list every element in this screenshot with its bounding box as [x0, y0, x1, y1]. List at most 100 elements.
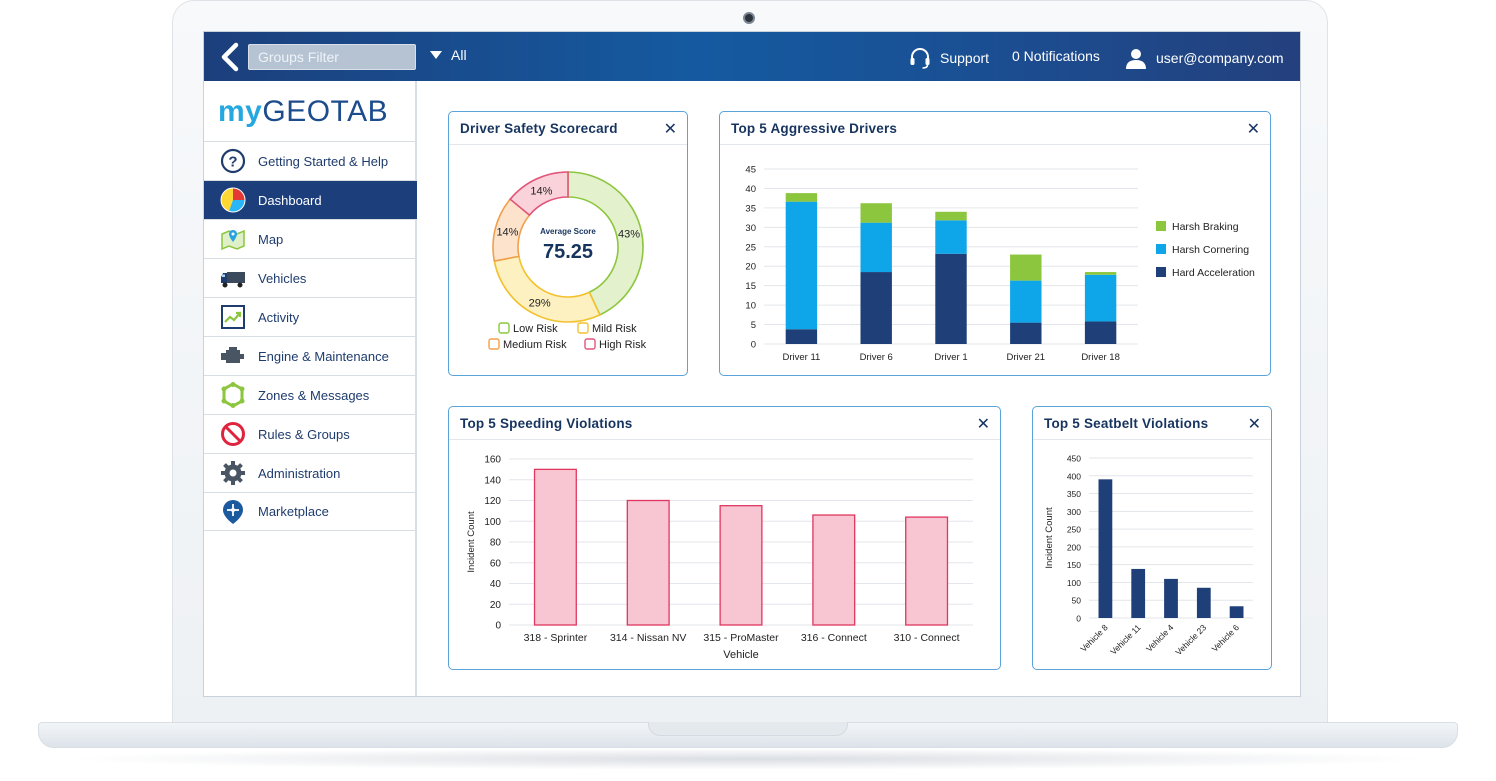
legend-label: Medium Risk: [503, 339, 567, 351]
sidebar-item-getting-started[interactable]: ? Getting Started & Help: [204, 141, 417, 180]
y-tick-label: 20: [490, 600, 502, 611]
legend-swatch: [1156, 221, 1166, 231]
chevron-left-icon: [221, 42, 239, 72]
x-tick-label: Driver 6: [860, 352, 893, 363]
y-tick-label: 80: [490, 538, 502, 549]
sidebar-item-map[interactable]: Map: [204, 219, 417, 258]
sidebar: myGEOTAB ? Getting Started & Help Dashbo…: [204, 81, 417, 696]
scorecard-donut-chart: 43% 29% 14% 14% Average Score 75.25 Low Risk Mi…: [488, 171, 647, 351]
y-tick-label: 350: [1067, 489, 1081, 499]
legend-swatch: [1156, 267, 1166, 277]
bar: [905, 516, 949, 626]
y-tick-label: 60: [490, 558, 502, 569]
close-icon[interactable]: ✕: [1246, 121, 1260, 138]
legend-label: Hard Acceleration: [1172, 267, 1255, 279]
x-tick-label: 316 - Connect: [801, 632, 867, 644]
y-tick-label: 20: [745, 262, 756, 273]
legend-swatch: [488, 338, 500, 350]
y-tick-label: 100: [1067, 578, 1081, 588]
sidebar-item-label: Vehicles: [258, 270, 307, 286]
x-tick-label: 315 - ProMaster: [703, 632, 779, 644]
x-tick-label: Vehicle 8: [1078, 622, 1110, 654]
marketplace-icon: [220, 499, 246, 525]
close-icon[interactable]: ✕: [663, 121, 677, 138]
close-icon[interactable]: ✕: [976, 416, 990, 433]
y-tick-label: 0: [751, 340, 756, 351]
groups-filter-input[interactable]: [248, 44, 416, 70]
y-tick-label: 25: [745, 242, 756, 253]
speeding-violations-card: Top 5 Speeding Violations ✕ 0 20 40 60 80 100…: [448, 406, 1001, 670]
close-icon[interactable]: ✕: [1247, 416, 1261, 433]
webcam-icon: [743, 12, 755, 24]
map-icon: [220, 226, 246, 252]
back-button[interactable]: [218, 42, 242, 72]
headset-icon: [910, 48, 930, 69]
sidebar-item-engine-maintenance[interactable]: Engine & Maintenance: [204, 336, 417, 375]
sidebar-item-administration[interactable]: Administration: [204, 453, 417, 492]
support-link[interactable]: Support: [908, 46, 989, 70]
legend-label: Low Risk: [513, 323, 558, 335]
legend-label: Harsh Braking: [1172, 221, 1239, 233]
pie-chart-icon: [220, 187, 246, 213]
y-tick-label: 15: [745, 281, 756, 292]
sidebar-item-marketplace[interactable]: Marketplace: [204, 492, 417, 531]
legend-label: Harsh Cornering: [1172, 244, 1249, 256]
user-menu[interactable]: user@company.com: [1124, 46, 1284, 70]
bar: [1131, 568, 1146, 618]
sidebar-item-label: Map: [258, 231, 284, 247]
sidebar-item-rules-groups[interactable]: Rules & Groups: [204, 414, 417, 453]
card-divider: [449, 144, 687, 145]
y-tick-label: 150: [1067, 560, 1081, 570]
sidebar-item-label: Dashboard: [258, 192, 322, 208]
y-axis-label: Incident Count: [466, 511, 477, 573]
donut-center-label: Average Score: [540, 227, 596, 236]
sidebar-item-activity[interactable]: Activity: [204, 297, 417, 336]
mygeotab-logo[interactable]: myGEOTAB: [218, 95, 389, 128]
sidebar-item-vehicles[interactable]: Vehicles: [204, 258, 417, 297]
x-tick-label: Driver 18: [1081, 352, 1120, 363]
truck-icon: [220, 265, 246, 291]
bar-segment: [1010, 280, 1042, 323]
sidebar-item-dashboard[interactable]: Dashboard: [204, 180, 417, 219]
legend-swatch: [577, 322, 589, 334]
sidebar-item-label: Activity: [258, 309, 300, 325]
y-tick-label: 450: [1067, 454, 1081, 464]
svg-text:?: ?: [228, 154, 237, 171]
bar: [719, 505, 763, 626]
user-icon: [1126, 49, 1146, 69]
legend-label: Mild Risk: [592, 323, 637, 335]
group-select-dropdown[interactable]: All: [430, 47, 467, 63]
y-tick-label: 400: [1067, 471, 1081, 481]
legend-swatch: [498, 322, 510, 334]
engine-icon: [220, 343, 246, 369]
bar-segment: [860, 222, 892, 273]
bar-segment: [785, 193, 818, 202]
app-screen: All Support 0 Notifications user@company…: [203, 31, 1301, 697]
card-title: Top 5 Speeding Violations: [460, 416, 633, 431]
notifications-link[interactable]: 0 Notifications: [1012, 48, 1100, 64]
dashboard-main: Driver Safety Scorecard ✕ 43% 29% 14% 14% Av…: [418, 81, 1300, 696]
bar-segment: [935, 211, 967, 221]
speeding-violations-chart: 0 20 40 60 80 100 120 140 160 318 - Sprinter 314 -…: [466, 455, 973, 661]
bar-segment: [1084, 274, 1117, 322]
x-tick-label: Driver 1: [934, 352, 967, 363]
bar-segment: [1010, 322, 1042, 344]
card-title: Top 5 Seatbelt Violations: [1044, 416, 1209, 431]
y-tick-label: 40: [745, 184, 756, 195]
y-tick-label: 200: [1067, 542, 1081, 552]
x-tick-label: Vehicle 11: [1108, 622, 1143, 657]
slice-label: 29%: [529, 298, 551, 310]
y-tick-label: 0: [495, 621, 501, 632]
x-tick-label: Driver 21: [1007, 352, 1046, 363]
bar-segment: [860, 203, 892, 223]
bar-segment: [785, 329, 818, 344]
sidebar-item-label: Zones & Messages: [258, 387, 370, 403]
x-tick-label: 318 - Sprinter: [524, 632, 588, 644]
x-tick-label: Vehicle 6: [1210, 622, 1242, 654]
y-tick-label: 120: [484, 496, 501, 507]
y-tick-label: 50: [1072, 596, 1082, 606]
bar-segment: [1010, 254, 1042, 281]
aggressive-drivers-chart: 0 5 10 15 20 25 30 35 40 45 Driver 11 Driver 6 Drive…: [745, 165, 1255, 364]
sidebar-item-zones-messages[interactable]: Zones & Messages: [204, 375, 417, 414]
